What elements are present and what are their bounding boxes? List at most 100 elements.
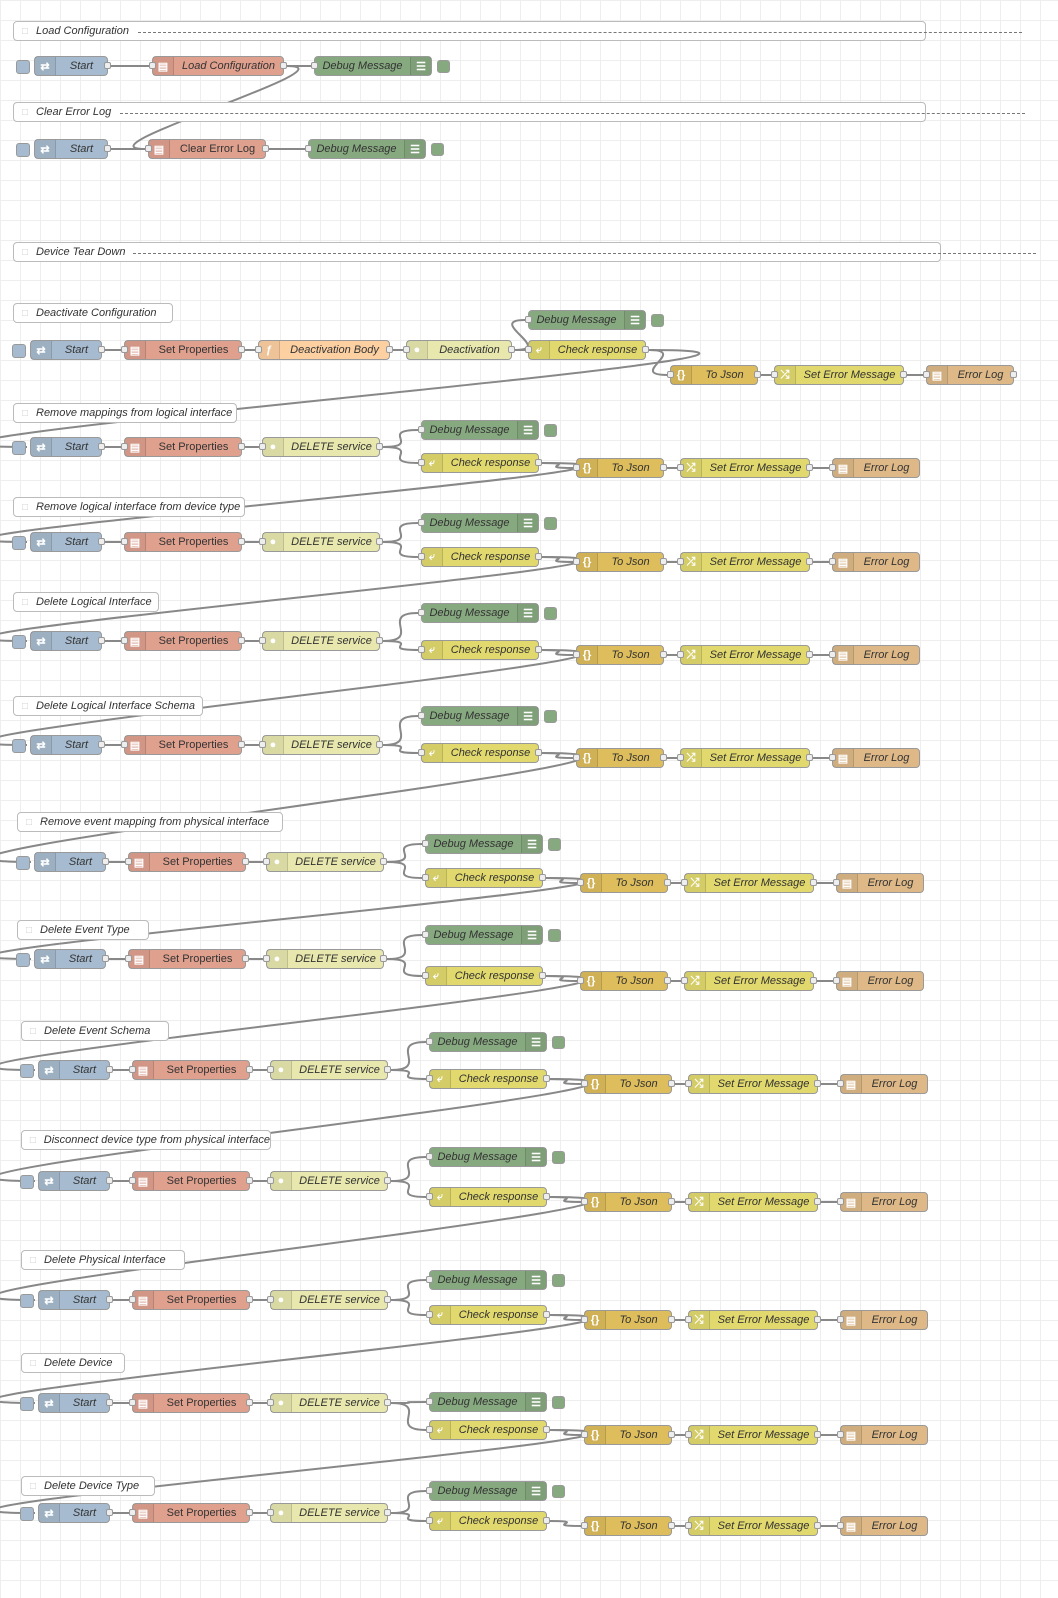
- inject-node-start[interactable]: ⇄ Start: [20, 1393, 113, 1413]
- change-node-set-error-message[interactable]: ⤮ Set Error Message: [677, 748, 813, 768]
- output-port[interactable]: [1010, 371, 1017, 378]
- input-port[interactable]: [426, 1426, 433, 1433]
- inject-node-start[interactable]: ⇄ Start: [20, 1171, 113, 1191]
- input-port[interactable]: [573, 558, 580, 565]
- input-port[interactable]: [149, 62, 156, 69]
- inject-button[interactable]: [16, 143, 30, 157]
- input-port[interactable]: [837, 1522, 844, 1529]
- input-port[interactable]: [837, 1080, 844, 1087]
- input-port[interactable]: [121, 637, 128, 644]
- debug-toggle-button[interactable]: [544, 424, 557, 437]
- template-node-set-properties[interactable]: ▤ Set Properties: [129, 1290, 253, 1310]
- input-port[interactable]: [426, 1153, 433, 1160]
- output-port[interactable]: [543, 1193, 550, 1200]
- debug-node-debug-message[interactable]: Debug Message ☰: [418, 706, 557, 726]
- debug-toggle-button[interactable]: [552, 1151, 565, 1164]
- input-port[interactable]: [418, 712, 425, 719]
- output-port[interactable]: [806, 464, 813, 471]
- comment-flow-12[interactable]: □ Delete Device Type: [21, 1476, 155, 1496]
- output-port[interactable]: [814, 1316, 821, 1323]
- debug-node-debug-message[interactable]: Debug Message ☰: [426, 1147, 565, 1167]
- input-port[interactable]: [418, 553, 425, 560]
- template-node-set-properties[interactable]: ▤ Set Properties: [129, 1171, 253, 1191]
- input-port[interactable]: [581, 1522, 588, 1529]
- input-port[interactable]: [677, 651, 684, 658]
- comment-flow-2[interactable]: □ Remove mappings from logical interface: [13, 403, 237, 423]
- change-node-set-error-message[interactable]: ⤮ Set Error Message: [677, 552, 813, 572]
- output-port[interactable]: [539, 972, 546, 979]
- output-port[interactable]: [535, 646, 542, 653]
- inject-button[interactable]: [16, 856, 30, 870]
- input-port[interactable]: [577, 977, 584, 984]
- inject-node-start[interactable]: ⇄ Start: [20, 1290, 113, 1310]
- inject-button[interactable]: [12, 441, 26, 455]
- output-port[interactable]: [106, 1066, 113, 1073]
- input-port[interactable]: [581, 1080, 588, 1087]
- http-node-service[interactable]: ● DELETE service: [259, 532, 383, 552]
- output-port[interactable]: [539, 874, 546, 881]
- http-node-service[interactable]: ● DELETE service: [267, 1290, 391, 1310]
- inject-node-start[interactable]: ⇄ Start: [16, 852, 109, 872]
- output-port[interactable]: [810, 879, 817, 886]
- output-port[interactable]: [535, 553, 542, 560]
- input-port[interactable]: [525, 346, 532, 353]
- output-port[interactable]: [384, 1399, 391, 1406]
- change-node-set-error-message[interactable]: ⤮ Set Error Message: [685, 1074, 821, 1094]
- debug-node-debug-message[interactable]: Debug Message ☰: [305, 139, 444, 159]
- input-port[interactable]: [829, 651, 836, 658]
- comment-flow-6[interactable]: □ Remove event mapping from physical inte…: [17, 812, 283, 832]
- output-port[interactable]: [668, 1522, 675, 1529]
- input-port[interactable]: [829, 754, 836, 761]
- input-port[interactable]: [837, 1316, 844, 1323]
- input-port[interactable]: [833, 977, 840, 984]
- inject-node-start[interactable]: ⇄ Start: [12, 735, 105, 755]
- output-port[interactable]: [664, 977, 671, 984]
- input-port[interactable]: [129, 1399, 136, 1406]
- output-port[interactable]: [806, 754, 813, 761]
- input-port[interactable]: [263, 955, 270, 962]
- input-port[interactable]: [426, 1487, 433, 1494]
- input-port[interactable]: [677, 754, 684, 761]
- comment-flow-1[interactable]: □ Deactivate Configuration: [13, 303, 173, 323]
- input-port[interactable]: [121, 443, 128, 450]
- output-port[interactable]: [668, 1080, 675, 1087]
- json-node-to-json[interactable]: {} To Json: [581, 1192, 675, 1212]
- comment-flow-9[interactable]: □ Disconnect device type from physical in…: [21, 1130, 271, 1150]
- debug-toggle-button[interactable]: [651, 314, 664, 327]
- output-port[interactable]: [106, 1509, 113, 1516]
- output-port[interactable]: [106, 1296, 113, 1303]
- debug-toggle-button[interactable]: [544, 710, 557, 723]
- debug-toggle-button[interactable]: [552, 1485, 565, 1498]
- input-port[interactable]: [685, 1431, 692, 1438]
- inject-button[interactable]: [20, 1397, 34, 1411]
- output-port[interactable]: [380, 858, 387, 865]
- input-port[interactable]: [259, 443, 266, 450]
- inject-button[interactable]: [20, 1175, 34, 1189]
- debug-node-debug-message[interactable]: Debug Message ☰: [426, 1481, 565, 1501]
- file-node-error-log[interactable]: ▤ Error Log: [829, 552, 920, 572]
- input-port[interactable]: [426, 1398, 433, 1405]
- json-node-to-json[interactable]: {} To Json: [581, 1074, 675, 1094]
- comment-flow-11[interactable]: □ Delete Device: [21, 1353, 125, 1373]
- template-node-set-properties[interactable]: ▤ Set Properties: [121, 340, 245, 360]
- input-port[interactable]: [259, 637, 266, 644]
- input-port[interactable]: [573, 754, 580, 761]
- output-port[interactable]: [246, 1177, 253, 1184]
- output-port[interactable]: [806, 651, 813, 658]
- input-port[interactable]: [667, 371, 674, 378]
- json-node-to-json[interactable]: {} To Json: [577, 971, 671, 991]
- input-port[interactable]: [422, 840, 429, 847]
- change-node-set-error-message[interactable]: ⤮ Set Error Message: [681, 873, 817, 893]
- debug-node-debug-message[interactable]: Debug Message ☰: [426, 1032, 565, 1052]
- input-port[interactable]: [267, 1296, 274, 1303]
- input-port[interactable]: [418, 426, 425, 433]
- output-port[interactable]: [660, 464, 667, 471]
- debug-toggle-button[interactable]: [552, 1396, 565, 1409]
- output-port[interactable]: [102, 858, 109, 865]
- output-port[interactable]: [376, 637, 383, 644]
- input-port[interactable]: [573, 464, 580, 471]
- output-port[interactable]: [384, 1177, 391, 1184]
- template-node-clear-error-log[interactable]: ▤ Clear Error Log: [145, 139, 269, 159]
- change-node-set-error-message[interactable]: ⤮ Set Error Message: [771, 365, 907, 385]
